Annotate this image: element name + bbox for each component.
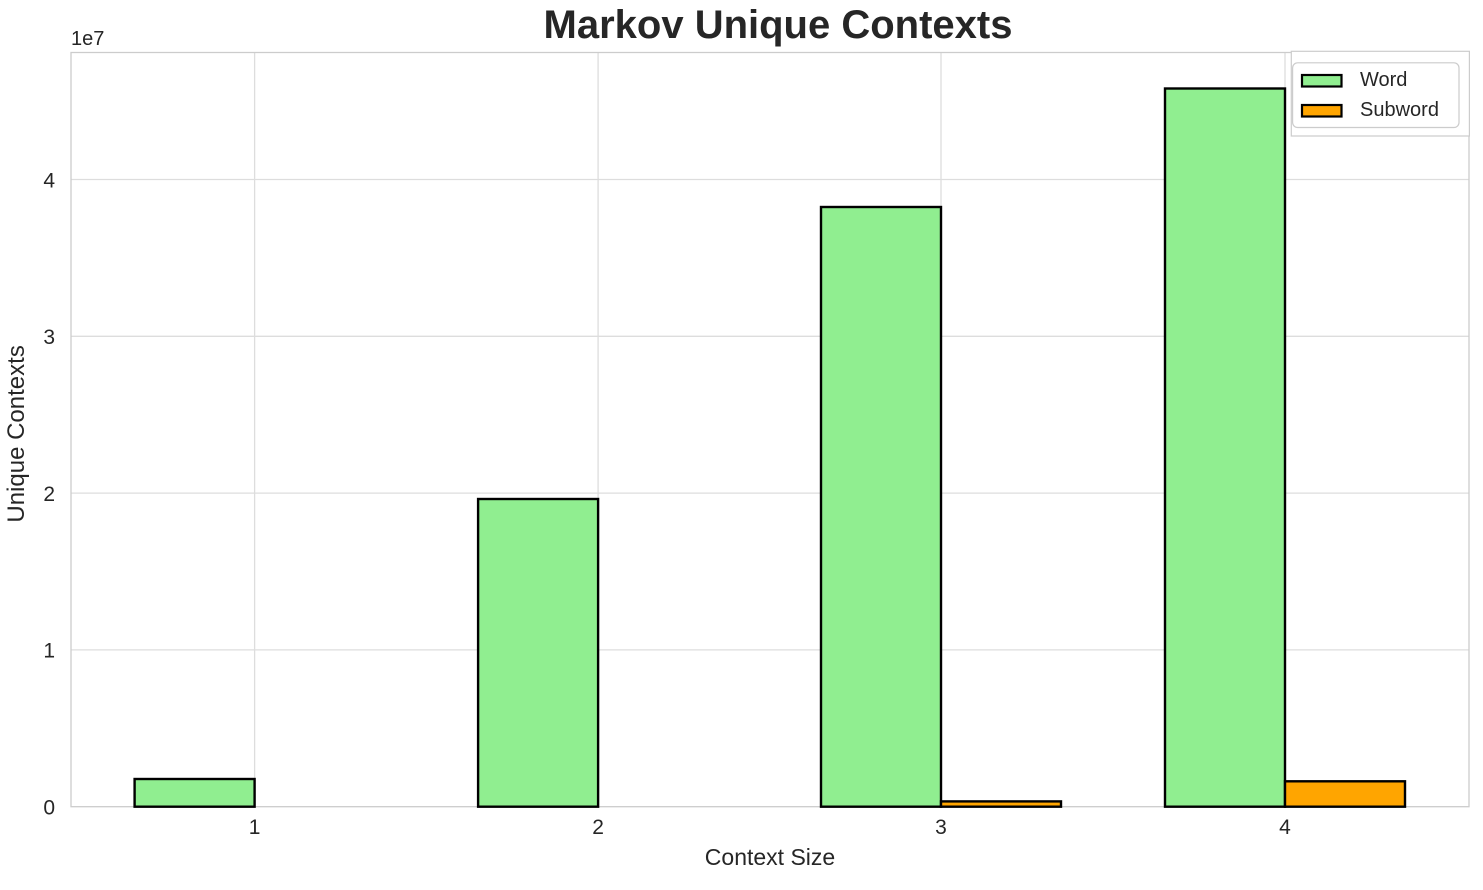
svg-text:Subword: Subword	[1360, 99, 1439, 121]
svg-text:Unique Contexts: Unique Contexts	[3, 345, 30, 522]
svg-text:3: 3	[43, 326, 55, 349]
svg-text:1: 1	[43, 640, 55, 663]
svg-text:3: 3	[935, 816, 947, 839]
svg-text:Markov Unique Contexts: Markov Unique Contexts	[544, 3, 1013, 47]
svg-text:Context Size: Context Size	[705, 844, 835, 870]
svg-text:Word: Word	[1360, 69, 1407, 91]
svg-text:1: 1	[249, 816, 261, 839]
svg-text:2: 2	[43, 483, 55, 506]
svg-text:2: 2	[592, 816, 604, 839]
svg-text:4: 4	[43, 169, 55, 192]
svg-text:4: 4	[1279, 816, 1291, 839]
svg-text:1e7: 1e7	[71, 28, 104, 50]
svg-text:0: 0	[43, 797, 55, 820]
